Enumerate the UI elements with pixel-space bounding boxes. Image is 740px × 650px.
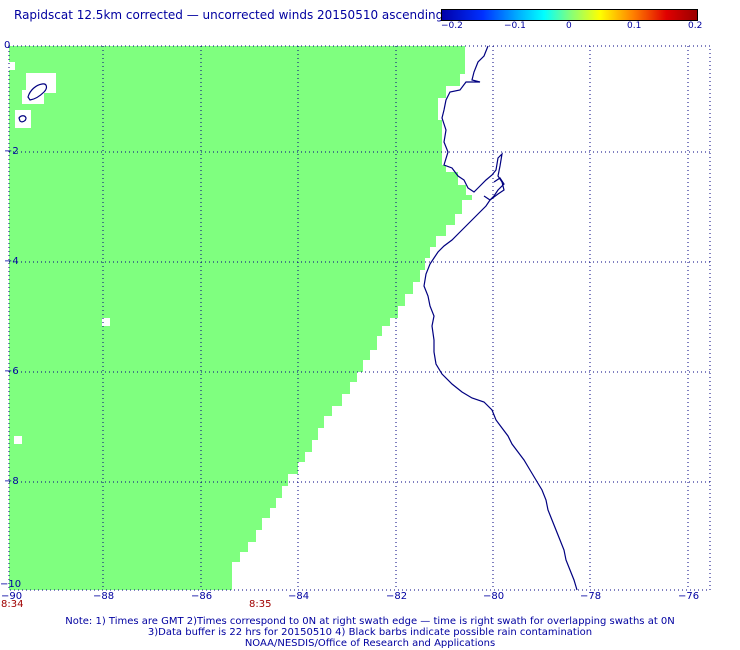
data-gap [15,110,31,128]
colorbar [441,9,698,21]
estuary-outline [483,177,505,201]
lat-label-minus8: −8 [4,476,19,487]
lat-label-minus10: −10 [0,579,22,590]
colorbar-tick-neg01: −0.1 [504,21,526,31]
lon-label-minus78: −78 [580,591,602,602]
lat-label-minus4: −4 [4,256,19,267]
lat-label-minus6: −6 [4,366,19,377]
time-label-end: 8:35 [249,599,272,610]
island-outline [18,115,27,123]
colorbar-tick-pos02: 0.2 [688,21,703,31]
island-outline [27,83,48,101]
lon-label-minus82: −82 [386,591,408,602]
map-grid [9,46,710,590]
data-gap [9,62,15,70]
lon-label-minus90: −90 [1,591,23,602]
colorbar-tick-zero: 0 [566,21,572,31]
map-frame [8,45,711,591]
footnotes: Note: 1) Times are GMT 2)Times correspon… [0,616,740,649]
data-gap [22,90,44,104]
note-line-3: NOAA/NESDIS/Office of Research and Appli… [244,638,496,649]
lon-label-minus80: −80 [483,591,505,602]
note-line-2: 3)Data buffer is 22 hrs for 20150510 4) … [147,627,593,638]
lon-label-minus84: −84 [288,591,310,602]
lat-label-0: 0 [4,40,11,51]
lon-label-minus86: −86 [191,591,213,602]
lon-label-minus76: −76 [678,591,700,602]
data-gap [102,318,110,326]
data-gap [14,436,22,444]
colorbar-tick-pos01: 0.1 [627,21,642,31]
wind-swath [9,46,472,590]
lon-label-minus88: −88 [93,591,115,602]
note-line-1: Note: 1) Times are GMT 2)Times correspon… [65,616,675,627]
time-label-start: 8:34 [1,599,24,610]
colorbar-tick-neg02: −0.2 [441,21,463,31]
lat-label-minus2: −2 [4,146,19,157]
coastline [423,45,578,591]
map-title: Rapidscat 12.5km corrected — uncorrected… [14,8,444,22]
